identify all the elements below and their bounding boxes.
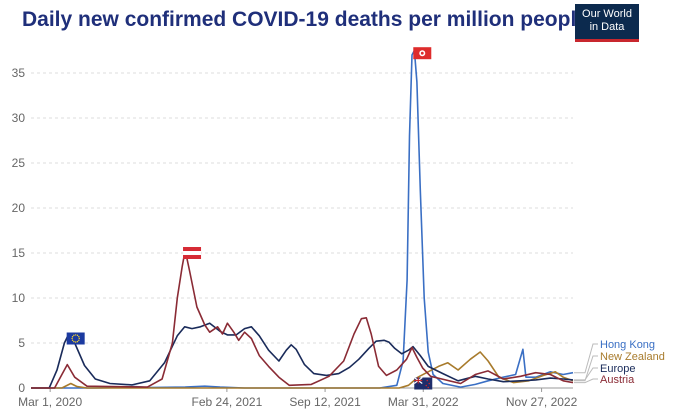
series-line-new-zealand [31, 351, 574, 389]
legend-label-europe: Europe [600, 363, 635, 375]
austria-flag-icon [183, 247, 202, 259]
owid-logo: Our World in Data [575, 4, 639, 42]
y-axis-ticks: 0 5 10 15 20 25 30 35 [12, 66, 26, 395]
logo-line-2: in Data [589, 21, 625, 33]
legend-connector [574, 343, 598, 374]
series-lines [31, 49, 574, 389]
x-tick-label: Feb 24, 2021 [192, 395, 263, 409]
y-tick-label: 25 [12, 156, 26, 170]
legend-connector [574, 378, 598, 384]
legend-label-new-zealand: New Zealand [600, 351, 665, 363]
legend-label-austria: Austria [600, 374, 635, 386]
y-tick-label: 15 [12, 246, 26, 260]
x-axis-ticks: Mar 1, 2020 Feb 24, 2021 Sep 12, 2021 Mar 3… [18, 388, 578, 409]
y-tick-label: 35 [12, 66, 26, 80]
eu-flag-icon [66, 332, 85, 345]
series-line-hong-kong [31, 49, 574, 389]
x-tick-label: Mar 1, 2020 [18, 395, 82, 409]
series-line-europe [31, 322, 574, 389]
y-tick-label: 20 [12, 201, 26, 215]
x-tick-label: Sep 12, 2021 [289, 395, 361, 409]
y-tick-label: 0 [18, 381, 25, 395]
y-tick-label: 30 [12, 111, 26, 125]
series-line-austria [31, 249, 574, 389]
x-tick-label: Mar 31, 2022 [388, 395, 459, 409]
hong-kong-flag-icon [413, 47, 432, 60]
x-tick-label: Nov 27, 2022 [506, 395, 578, 409]
y-tick-label: 10 [12, 291, 26, 305]
flag-annotations [66, 47, 433, 390]
legend-connector [574, 367, 598, 381]
logo-line-1: Our World [582, 8, 632, 20]
new-zealand-flag-icon [413, 377, 433, 390]
y-tick-label: 5 [18, 336, 25, 350]
legend-label-hong-kong: Hong Kong [600, 339, 655, 351]
gridlines [31, 72, 573, 389]
legend-connector [574, 355, 598, 382]
chart-title: Daily new confirmed COVID-19 deaths per … [22, 8, 588, 31]
